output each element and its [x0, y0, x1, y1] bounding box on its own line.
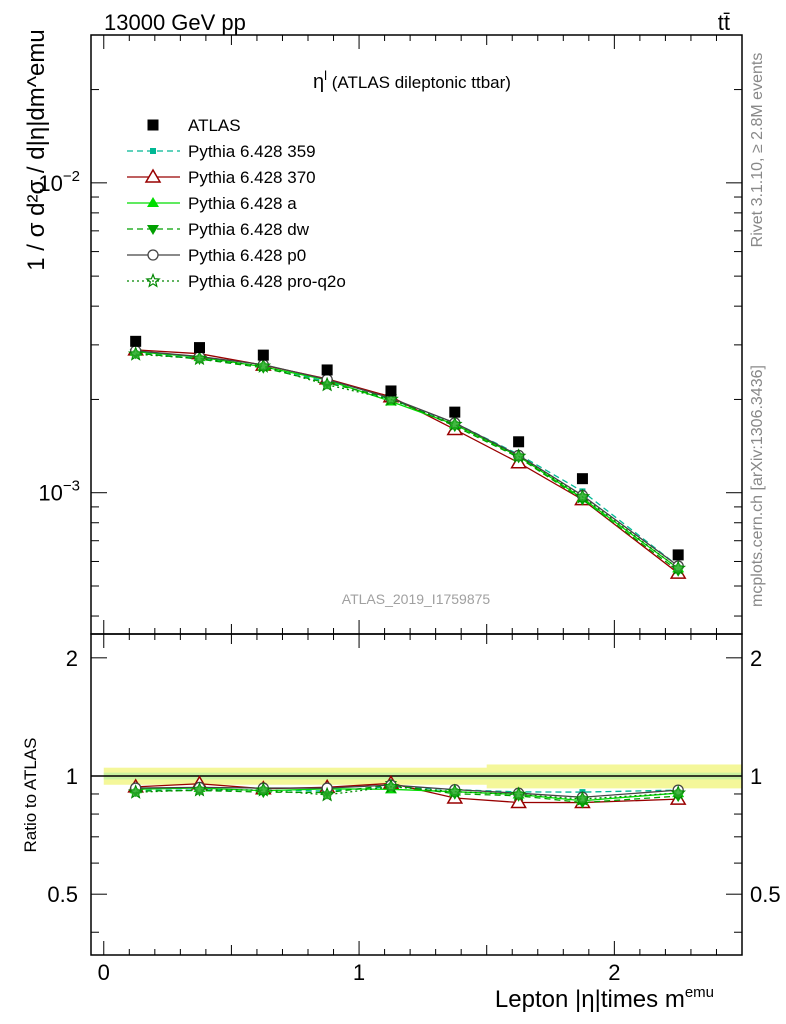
- ratio-overlay-point-5: [450, 787, 460, 797]
- title-rest: (ATLAS dileptonic ttbar): [327, 73, 511, 92]
- legend-marker-5: [147, 249, 159, 261]
- ratio-tick-label-right: 0.5: [750, 882, 781, 907]
- series-overlay-point-7: [577, 492, 587, 502]
- title-main: η: [313, 71, 324, 93]
- plot-frames: [90, 34, 743, 956]
- series-overlay-point-5: [450, 420, 460, 430]
- rivet-version-label: Rivet 3.1.10, ≥ 2.8M events: [749, 53, 766, 248]
- ratio-tick-label-right: 2: [750, 646, 762, 671]
- ratio-axis-label: Ratio to ATLAS: [21, 738, 40, 853]
- legend-label-3: Pythia 6.428 a: [188, 194, 297, 213]
- data-point-4: [385, 385, 397, 397]
- series-line-1: [135, 352, 679, 567]
- x-tick-label: 1: [353, 960, 365, 985]
- data-point-0: [130, 335, 142, 347]
- x-axis-label: Lepton |η|times memu: [495, 984, 714, 1013]
- title-sup: l: [324, 68, 327, 83]
- legend-label-2: Pythia 6.428 370: [188, 168, 316, 187]
- data-point-7: [576, 473, 588, 485]
- series-line-6: [135, 353, 679, 569]
- x-tick-label: 0: [98, 960, 110, 985]
- ratio-overlay-point-2: [258, 785, 268, 795]
- ratio-overlay-point-0: [131, 787, 141, 797]
- ratio-tick-label-right: 1: [750, 764, 762, 789]
- series-overlay-point-1: [195, 354, 204, 364]
- analysis-watermark: ATLAS_2019_I1759875: [342, 591, 491, 607]
- legend-marker-2: [144, 168, 162, 183]
- y-tick-label: 10−2: [38, 168, 80, 196]
- header-process: 13000 GeV pp: [104, 10, 246, 35]
- ratio-overlay-point-7: [577, 794, 587, 804]
- series-overlay-point-6: [514, 451, 524, 461]
- data-point-5: [449, 406, 461, 418]
- y-tick-label: 10−3: [38, 478, 80, 506]
- legend-label-0: ATLAS: [188, 116, 241, 135]
- ratio-overlay-point-6: [514, 789, 524, 799]
- legend-label-4: Pythia 6.428 dw: [188, 220, 310, 239]
- legend: ATLAS Pythia 6.428 359 Pythia 6.428 370 Pyt…: [127, 116, 346, 291]
- mcplots-reference-label: mcplots.cern.ch [arXiv:1306.3436]: [749, 365, 766, 607]
- ratio-tick-label-left: 0.5: [47, 882, 78, 907]
- legend-label-1: Pythia 6.428 359: [188, 142, 316, 161]
- data-point-3: [321, 364, 333, 376]
- y-axis-label: 1 / σ d²σ / d|η|dm^emu: [23, 29, 50, 270]
- data-series: [127, 335, 687, 579]
- legend-marker-3: [147, 197, 159, 207]
- ratio-overlay-point-3: [322, 790, 332, 800]
- header-final-state: tt̄: [718, 10, 730, 35]
- ratio-plot-frame: [90, 633, 743, 956]
- legend-marker-1: [150, 148, 156, 154]
- ratio-series: [127, 774, 687, 809]
- legend-marker-4: [147, 225, 159, 235]
- ratio-overlay-point-8: [673, 788, 683, 798]
- x-tick-label: 2: [608, 960, 620, 985]
- series-overlay-point-0: [131, 349, 141, 359]
- series-overlay-point-3: [322, 380, 332, 390]
- x-axis-label-main: Lepton |η|times m: [495, 986, 685, 1013]
- axis-ticks: 0 1 2 10−3 10−2 0.5 0.5 1 1 2 2: [38, 34, 781, 985]
- legend-marker-6: [145, 272, 161, 288]
- ratio-tick-label-left: 1: [66, 764, 78, 789]
- series-line-5: [135, 350, 679, 567]
- series-overlay-point-4: [386, 394, 396, 404]
- legend-label-6: Pythia 6.428 pro-q2o: [188, 272, 346, 291]
- data-point-8: [672, 549, 684, 561]
- ratio-overlay-point-1: [195, 785, 204, 795]
- series-overlay-point-2: [258, 361, 268, 371]
- series-line-2: [135, 349, 679, 574]
- x-axis-label-sup: emu: [685, 984, 714, 1001]
- legend-marker-0: [147, 119, 159, 131]
- ratio-tick-label-left: 2: [66, 646, 78, 671]
- data-point-1: [194, 342, 205, 354]
- data-point-6: [513, 436, 525, 448]
- series-line-4: [135, 352, 679, 572]
- series-overlay-point-8: [673, 563, 683, 573]
- data-point-2: [257, 349, 269, 361]
- series-line-3: [135, 351, 679, 569]
- ratio-overlay-point-4: [386, 782, 396, 792]
- legend-label-5: Pythia 6.428 p0: [188, 246, 306, 265]
- plot-title: ηl (ATLAS dileptonic ttbar): [313, 68, 511, 93]
